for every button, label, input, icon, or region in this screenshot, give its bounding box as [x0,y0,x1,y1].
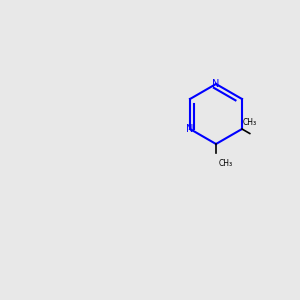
Text: CH₃: CH₃ [219,159,233,168]
Text: N: N [186,124,194,134]
Text: CH₃: CH₃ [243,118,257,127]
Text: N: N [212,79,220,89]
